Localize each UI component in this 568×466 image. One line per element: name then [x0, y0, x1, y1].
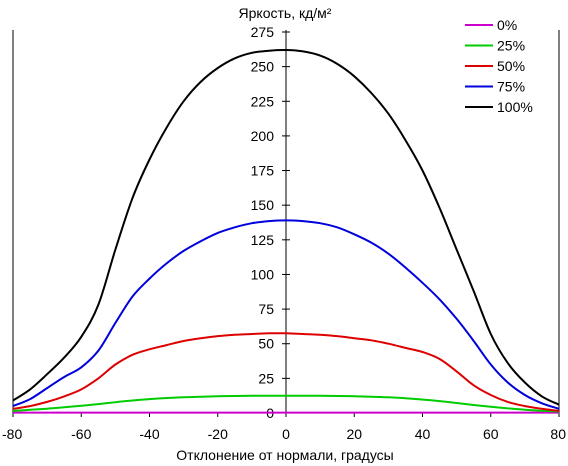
series-line-100pct	[12, 48, 560, 406]
legend-label: 0%	[497, 17, 517, 33]
y-tick-label: 75	[258, 301, 274, 317]
y-tick-label: 25	[258, 370, 274, 386]
x-tick-label: -20	[208, 426, 228, 442]
legend-label: 75%	[497, 79, 525, 95]
x-tick-label: -40	[139, 426, 159, 442]
x-axis-title: Отклонение от нормали, градусы	[176, 447, 393, 463]
y-tick-label: 125	[251, 232, 275, 248]
y-tick-label: 275	[251, 24, 275, 40]
legend-label: 50%	[497, 58, 525, 74]
y-axis-title: Яркость, кд/м²	[239, 5, 332, 21]
x-tick-label: 0	[282, 426, 290, 442]
x-tick-label: 60	[483, 426, 499, 442]
y-tick-label: 225	[251, 93, 275, 109]
series-line-25pct	[12, 394, 560, 413]
x-tick-label: 40	[415, 426, 431, 442]
series-layer	[12, 48, 560, 414]
y-tick-label: 100	[251, 266, 275, 282]
y-tick-label: 200	[251, 128, 275, 144]
legend: 0% 25% 50% 75% 100%	[465, 17, 533, 115]
x-tick-label: -80	[2, 426, 22, 442]
y-tick-label: 150	[251, 197, 275, 213]
x-tick-label: 80	[550, 426, 566, 442]
x-tick-label: -60	[71, 426, 91, 442]
y-tick-label: 175	[251, 163, 275, 179]
x-tick-label: 20	[346, 426, 362, 442]
y-tick-label: 250	[251, 59, 275, 75]
legend-label: 100%	[497, 99, 533, 115]
series-line-75pct	[12, 219, 560, 410]
series-line-50pct	[12, 332, 560, 412]
legend-label: 25%	[497, 38, 525, 54]
y-tick-label: 50	[258, 336, 274, 352]
